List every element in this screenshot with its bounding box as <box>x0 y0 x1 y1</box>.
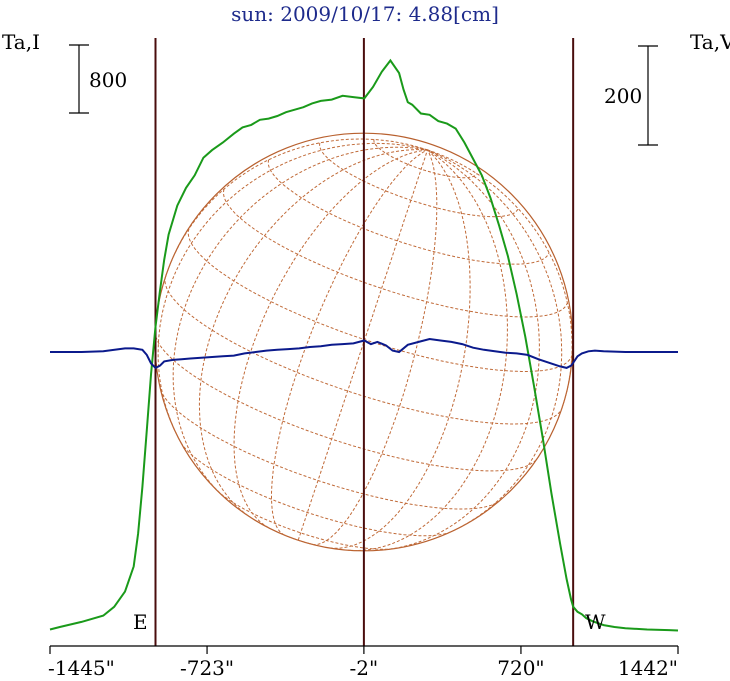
intensity-series-line <box>49 58 679 632</box>
x-tick-label: -1445" <box>48 656 115 680</box>
longitude-grid-line <box>172 146 428 497</box>
polarization-series-line <box>50 337 678 370</box>
x-tick-label: 1442" <box>618 656 678 680</box>
right-axis-label: Ta,V <box>690 30 730 54</box>
x-tick-label: -2" <box>350 656 379 680</box>
longitude-grid-line <box>348 149 508 551</box>
limb-markers <box>154 38 575 646</box>
x-tick-label: 720" <box>497 656 544 680</box>
east-limb-label: E <box>133 610 148 634</box>
x-tick-label: -723" <box>180 656 234 680</box>
latitude-grid-line <box>180 442 451 537</box>
right-scale-bar <box>638 45 658 146</box>
longitude-grid-line <box>297 149 428 541</box>
longitude-grid-line <box>233 149 428 529</box>
left-scale-bar <box>69 44 89 114</box>
right-scale-bar-label: 200 <box>604 84 642 108</box>
chart-title: sun: 2009/10/17: 4.88[cm] <box>231 2 499 26</box>
longitude-grid-line <box>312 149 438 546</box>
left-scale-bar-label: 800 <box>89 68 127 92</box>
x-axis: -1445" -723" -2" 720" 1442" <box>48 645 679 680</box>
longitude-grid-line <box>329 149 471 549</box>
longitude-grid-line <box>427 149 563 531</box>
longitude-grid-line <box>198 149 428 519</box>
west-limb-label: W <box>585 610 606 634</box>
longitude-grid-line <box>271 149 428 536</box>
longitude-grid-line <box>384 149 540 551</box>
left-axis-label: Ta,I <box>2 30 40 54</box>
